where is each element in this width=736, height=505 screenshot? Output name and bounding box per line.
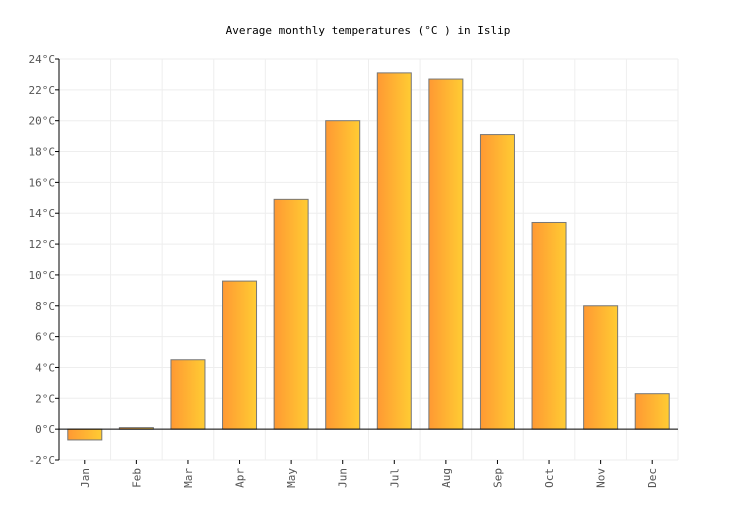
y-tick-label: 0°C (35, 423, 55, 436)
bar-jan (67, 428, 103, 441)
x-tick-label: Aug (440, 468, 453, 488)
x-tick-label: Feb (130, 468, 143, 488)
x-tick-label: Apr (234, 468, 247, 488)
x-tick-label: Jun (337, 468, 350, 488)
y-tick-label: 8°C (35, 300, 55, 313)
y-tick-label: 16°C (29, 176, 56, 189)
y-tick-label: 20°C (29, 115, 56, 128)
x-tick-label: Jul (388, 468, 401, 488)
bar-sep (479, 134, 515, 430)
y-tick-label: 4°C (35, 361, 55, 374)
bar-aug (428, 78, 464, 430)
bar-nov (583, 305, 619, 430)
y-tick-label: -2°C (29, 454, 56, 467)
bar-jun (325, 120, 361, 430)
x-tick-label: Oct (543, 468, 556, 488)
x-tick-label: Dec (646, 468, 659, 488)
y-tick-label: 18°C (29, 146, 56, 159)
x-tick-label: Mar (182, 468, 195, 488)
x-tick-label: Nov (595, 468, 608, 488)
x-tick-label: May (285, 468, 298, 488)
bar-may (273, 198, 309, 430)
y-tick-label: 6°C (35, 331, 55, 344)
x-tick-label: Jan (79, 468, 92, 488)
bar-apr (222, 280, 258, 430)
y-tick-label: 14°C (29, 207, 56, 220)
chart-title: Average monthly temperatures (°C ) in Is… (226, 24, 511, 37)
y-tick-label: 10°C (29, 269, 56, 282)
bar-dec (634, 393, 670, 430)
y-tick-label: 12°C (29, 238, 56, 251)
y-tick-label: 2°C (35, 392, 55, 405)
bar-mar (170, 359, 206, 430)
y-tick-label: 22°C (29, 84, 56, 97)
bar-oct (531, 221, 567, 430)
x-tick-label: Sep (491, 468, 504, 488)
bar-jul (376, 72, 412, 430)
y-tick-label: 24°C (29, 53, 56, 66)
